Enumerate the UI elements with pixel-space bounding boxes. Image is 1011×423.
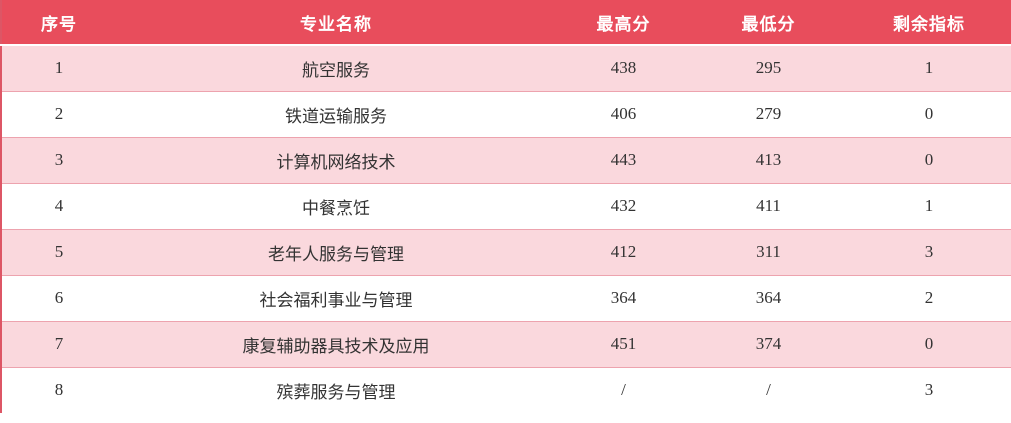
table-body: 1 航空服务 438 295 1 2 铁道运输服务 406 279 0 3 计算机网络技术 443 413… <box>1 45 1011 413</box>
cell-major-name: 老年人服务与管理 <box>116 229 556 276</box>
cell-max-score: 438 <box>556 45 691 92</box>
cell-max-score: 443 <box>556 137 691 184</box>
cell-index: 1 <box>1 45 116 92</box>
column-header-remaining-quota: 剩余指标 <box>846 0 1011 46</box>
admission-scores-table: 序号 专业名称 最高分 最低分 剩余指标 1 航空服务 438 295 1 2 铁道运输服务… <box>0 0 1011 413</box>
cell-max-score: 406 <box>556 91 691 138</box>
cell-min-score: 411 <box>691 183 846 230</box>
table-row: 8 殡葬服务与管理 //3 <box>1 367 1011 413</box>
cell-remaining-quota: 0 <box>846 91 1011 138</box>
table-row: 2 铁道运输服务 406 279 0 <box>1 91 1011 138</box>
column-header-max-score: 最高分 <box>556 0 691 46</box>
table-header: 序号 专业名称 最高分 最低分 剩余指标 <box>1 0 1011 46</box>
cell-max-score: 412 <box>556 229 691 276</box>
table-row: 4 中餐烹饪 432 411 1 <box>1 183 1011 230</box>
cell-max-score: 451 <box>556 321 691 368</box>
table-row: 3 计算机网络技术 443 413 0 <box>1 137 1011 184</box>
column-header-index: 序号 <box>1 0 116 46</box>
table-row: 1 航空服务 438 295 1 <box>1 45 1011 92</box>
cell-major-name: 康复辅助器具技术及应用 <box>116 321 556 368</box>
cell-major-name: 中餐烹饪 <box>116 183 556 230</box>
cell-index: 3 <box>1 137 116 184</box>
cell-index: 5 <box>1 229 116 276</box>
cell-max-score: 364 <box>556 275 691 322</box>
cell-remaining-quota: 1 <box>846 45 1011 92</box>
cell-min-score: 374 <box>691 321 846 368</box>
cell-major-name: 铁道运输服务 <box>116 91 556 138</box>
cell-major-name: 计算机网络技术 <box>116 137 556 184</box>
cell-index: 4 <box>1 183 116 230</box>
cell-remaining-quota: 2 <box>846 275 1011 322</box>
cell-index: 8 <box>1 367 116 413</box>
cell-major-name: 殡葬服务与管理 <box>116 367 556 413</box>
cell-min-score: 413 <box>691 137 846 184</box>
cell-min-score: 311 <box>691 229 846 276</box>
table-row: 6 社会福利事业与管理 364 364 2 <box>1 275 1011 322</box>
cell-min-score: 279 <box>691 91 846 138</box>
cell-major-name: 航空服务 <box>116 45 556 92</box>
cell-max-score: 432 <box>556 183 691 230</box>
column-header-min-score: 最低分 <box>691 0 846 46</box>
cell-index: 7 <box>1 321 116 368</box>
column-header-major-name: 专业名称 <box>116 0 556 46</box>
cell-min-score: 295 <box>691 45 846 92</box>
cell-max-score: / <box>556 367 691 413</box>
cell-min-score: 364 <box>691 275 846 322</box>
cell-remaining-quota: 0 <box>846 137 1011 184</box>
cell-remaining-quota: 1 <box>846 183 1011 230</box>
table-row: 5 老年人服务与管理 412 311 3 <box>1 229 1011 276</box>
cell-remaining-quota: 3 <box>846 367 1011 413</box>
cell-remaining-quota: 0 <box>846 321 1011 368</box>
header-row: 序号 专业名称 最高分 最低分 剩余指标 <box>1 0 1011 46</box>
cell-index: 6 <box>1 275 116 322</box>
cell-min-score: / <box>691 367 846 413</box>
table-row: 7 康复辅助器具技术及应用 451 374 0 <box>1 321 1011 368</box>
cell-major-name: 社会福利事业与管理 <box>116 275 556 322</box>
cell-index: 2 <box>1 91 116 138</box>
cell-remaining-quota: 3 <box>846 229 1011 276</box>
